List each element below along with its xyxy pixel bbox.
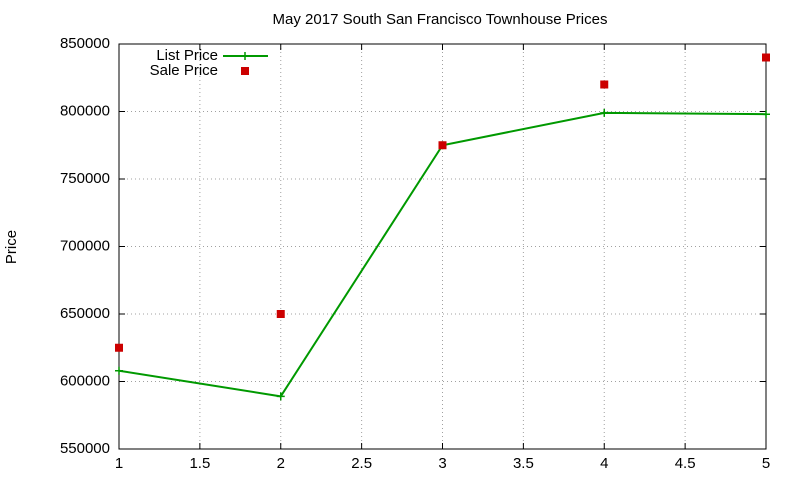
- point: [600, 80, 609, 89]
- y-tick-label: 750000: [60, 170, 110, 187]
- y-tick-label: 700000: [60, 237, 110, 254]
- y-tick-label: 600000: [60, 372, 110, 389]
- y-axis-label: Price: [3, 230, 20, 264]
- y-tick-label: 850000: [60, 35, 110, 52]
- point: [600, 108, 609, 117]
- legend-swatch: [241, 67, 249, 75]
- x-tick-label: 3: [438, 455, 446, 472]
- chart-title: May 2017 South San Francisco Townhouse P…: [273, 11, 608, 28]
- legend-swatch: [241, 52, 249, 60]
- x-tick-label: 5: [762, 455, 770, 472]
- x-tick-label: 4.5: [675, 455, 696, 472]
- series-line: [118, 111, 767, 398]
- point: [438, 141, 447, 150]
- y-tick-label: 650000: [60, 305, 110, 322]
- plot-frame: [118, 43, 767, 450]
- legend-label: Sale Price: [150, 62, 218, 79]
- y-tick-label: 550000: [60, 440, 110, 457]
- x-tick-label: 2.5: [351, 455, 372, 472]
- y-tick-label: 800000: [60, 102, 110, 119]
- point: [115, 343, 123, 352]
- x-tick-label: 2: [277, 455, 285, 472]
- x-tick-label: 3.5: [513, 455, 534, 472]
- x-tick-label: 4: [600, 455, 608, 472]
- x-tick-label: 1: [115, 455, 123, 472]
- point: [276, 310, 285, 318]
- legend-label: List Price: [156, 47, 218, 64]
- point: [276, 392, 285, 401]
- point: [762, 53, 770, 62]
- x-tick-label: 1.5: [189, 455, 210, 472]
- point: [115, 366, 123, 375]
- point: [762, 110, 770, 119]
